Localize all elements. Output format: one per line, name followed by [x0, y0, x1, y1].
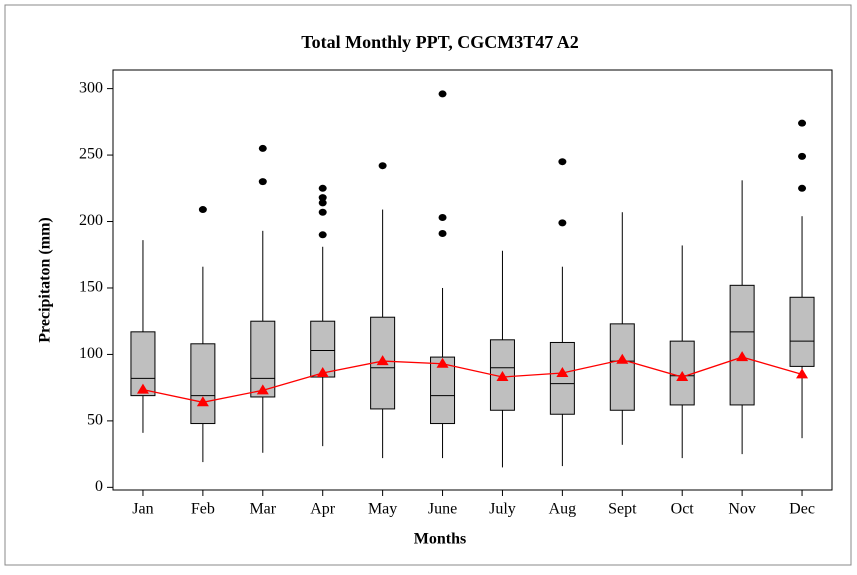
box: [190, 343, 216, 425]
y-tick-label: 250: [79, 146, 103, 163]
outlier: [798, 119, 807, 127]
outlier: [438, 214, 447, 222]
x-tick-label: Oct: [671, 501, 695, 518]
y-tick-label: 150: [79, 279, 103, 296]
mean-marker: [136, 383, 149, 394]
outlier: [558, 219, 567, 227]
mean-marker: [196, 396, 209, 407]
outlier: [378, 162, 387, 170]
y-tick-label: 0: [95, 478, 103, 495]
box: [430, 356, 456, 425]
x-tick-label: Aug: [549, 501, 577, 518]
x-tick-label: May: [368, 501, 397, 518]
outlier: [438, 229, 447, 237]
mean-marker: [616, 353, 629, 364]
x-tick-label: Apr: [310, 501, 336, 518]
outlier: [438, 90, 447, 98]
outlier: [798, 152, 807, 160]
outlier: [318, 184, 327, 192]
mean-line: [142, 356, 803, 403]
mean-marker: [496, 371, 509, 382]
mean-marker: [556, 367, 569, 378]
mean-marker: [376, 355, 389, 366]
mean-marker: [796, 368, 809, 379]
outlier: [258, 144, 267, 152]
mean-marker: [256, 384, 269, 395]
x-tick-label: Nov: [728, 501, 756, 518]
mean-marker: [436, 357, 449, 368]
x-tick-label: Feb: [191, 501, 215, 518]
y-axis-label: Precipitaton (mm): [37, 217, 54, 342]
outlier: [798, 184, 807, 192]
box: [729, 284, 755, 406]
outlier: [318, 199, 327, 207]
box: [609, 323, 635, 411]
x-tick-label: Jan: [132, 501, 153, 518]
outlier: [258, 178, 267, 186]
mean-marker: [736, 351, 749, 362]
outlier: [318, 194, 327, 202]
box: [789, 296, 815, 367]
x-tick-label: Dec: [789, 501, 815, 518]
x-tick-label: Mar: [249, 501, 276, 518]
x-tick-label: Sept: [608, 501, 637, 518]
outlier: [318, 231, 327, 239]
mean-marker: [676, 371, 689, 382]
plot-area: [112, 69, 833, 491]
y-tick-label: 200: [79, 212, 103, 229]
outlier: [198, 206, 207, 214]
y-tick-label: 50: [87, 412, 103, 429]
x-tick-label: July: [489, 501, 516, 518]
outlier: [558, 158, 567, 166]
y-tick-label: 100: [79, 345, 103, 362]
chart-title: Total Monthly PPT, CGCM3T47 A2: [301, 32, 579, 52]
outlier: [318, 208, 327, 216]
box: [549, 341, 575, 415]
x-tick-label: June: [428, 501, 457, 518]
y-tick-label: 300: [79, 79, 103, 96]
x-axis-label: Months: [414, 531, 466, 548]
mean-marker: [316, 367, 329, 378]
